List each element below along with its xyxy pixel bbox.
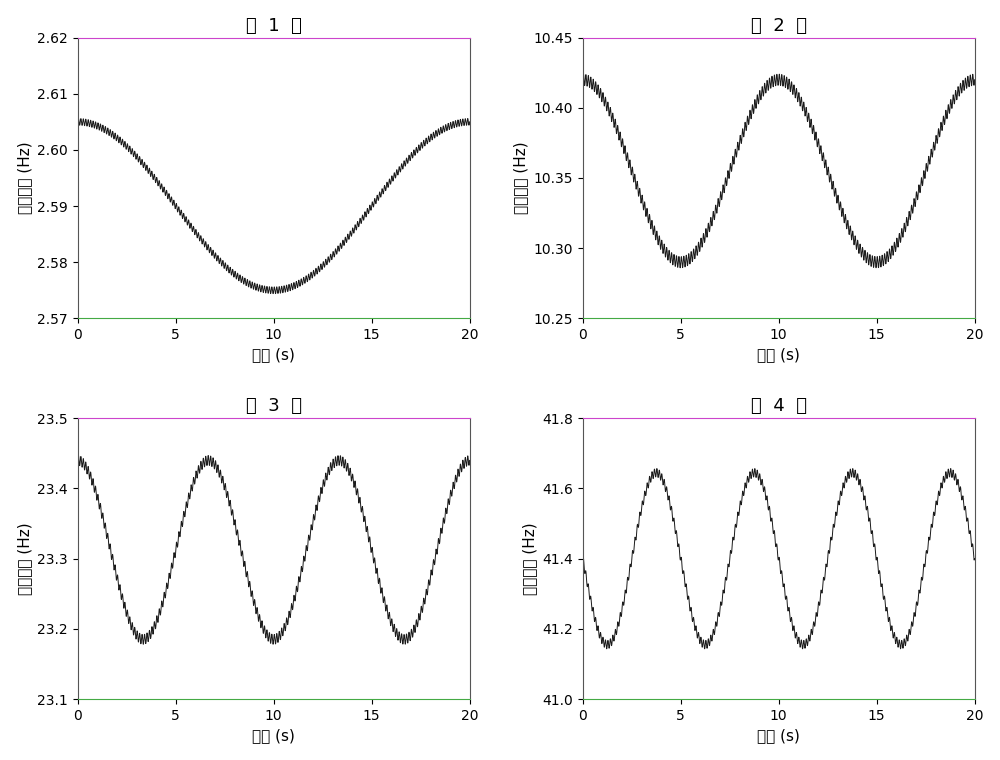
Title: 第  2  阶: 第 2 阶: [751, 17, 807, 35]
Title: 第  3  阶: 第 3 阶: [246, 397, 302, 416]
X-axis label: 时间 (s): 时间 (s): [757, 728, 800, 743]
Y-axis label: 自振频率 (Hz): 自振频率 (Hz): [17, 522, 32, 595]
Y-axis label: 自振频率 (Hz): 自振频率 (Hz): [513, 141, 528, 214]
X-axis label: 时间 (s): 时间 (s): [757, 347, 800, 363]
Y-axis label: 自振频率 (Hz): 自振频率 (Hz): [17, 141, 32, 214]
Title: 第  4  阶: 第 4 阶: [751, 397, 807, 416]
X-axis label: 时间 (s): 时间 (s): [252, 347, 295, 363]
X-axis label: 时间 (s): 时间 (s): [252, 728, 295, 743]
Title: 第  1  阶: 第 1 阶: [246, 17, 302, 35]
Y-axis label: 自振频率 (Hz): 自振频率 (Hz): [522, 522, 537, 595]
